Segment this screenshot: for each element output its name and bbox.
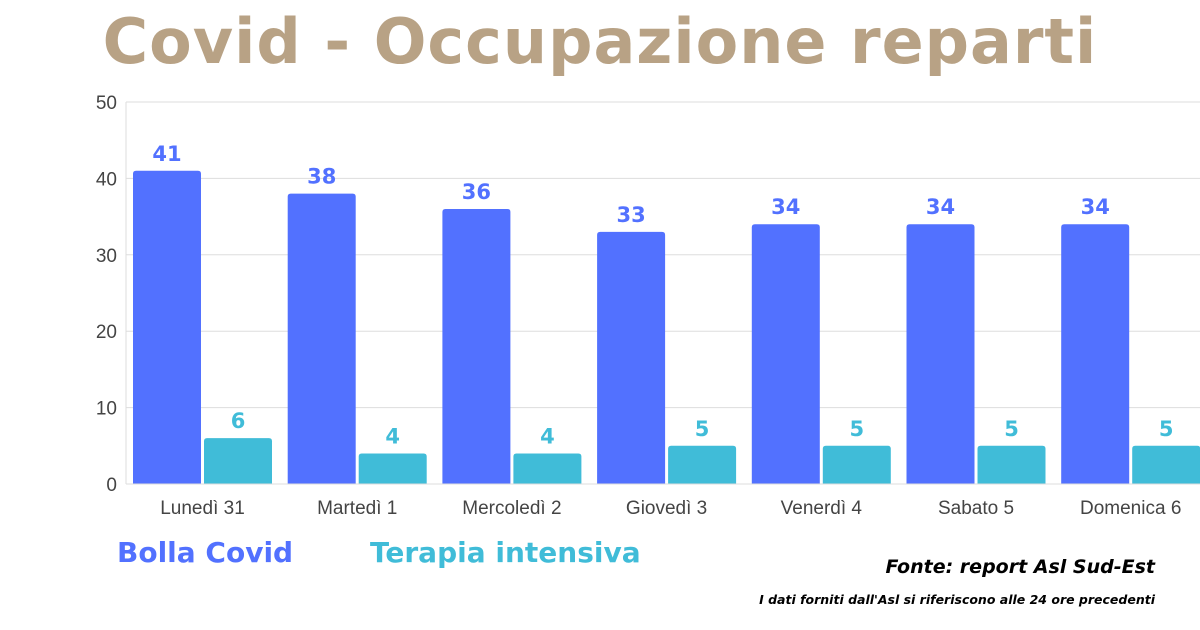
data-label: 34	[1081, 195, 1110, 219]
y-tick-label: 0	[106, 475, 117, 496]
x-tick-label: Venerdì 4	[781, 498, 863, 519]
data-label: 38	[307, 165, 336, 189]
chart-title: Covid - Occupazione reparti	[102, 5, 1098, 78]
y-tick-label: 50	[96, 93, 117, 114]
bar-bolla-covid	[442, 208, 511, 484]
bar-terapia-intensiva	[668, 445, 737, 484]
legend-terapia-intensiva: Terapia intensiva	[370, 536, 641, 569]
bar-bolla-covid	[1061, 224, 1130, 485]
legend-bolla-covid: Bolla Covid	[117, 536, 294, 569]
bar-terapia-intensiva	[204, 438, 272, 484]
data-label: 4	[540, 424, 555, 448]
bar-terapia-intensiva	[513, 453, 582, 484]
data-label: 6	[231, 409, 246, 433]
data-label: 36	[462, 180, 491, 204]
bar-terapia-intensiva	[1132, 445, 1200, 484]
bar-terapia-intensiva	[822, 445, 891, 484]
data-label: 33	[616, 203, 645, 227]
x-tick-label: Giovedì 3	[626, 498, 707, 519]
data-label: 4	[385, 424, 400, 448]
data-label: 5	[695, 417, 710, 441]
data-label: 34	[926, 195, 955, 219]
bar-terapia-intensiva	[977, 445, 1046, 484]
y-tick-label: 30	[96, 246, 117, 267]
data-label: 5	[849, 417, 864, 441]
x-tick-label: Domenica 6	[1080, 498, 1181, 519]
x-tick-label: Mercoledì 2	[462, 498, 561, 519]
y-tick-label: 40	[96, 169, 117, 190]
x-tick-label: Martedì 1	[317, 498, 397, 519]
footnote-text: I dati forniti dall'Asl si riferiscono a…	[759, 592, 1155, 607]
data-label: 5	[1004, 417, 1019, 441]
y-tick-label: 10	[96, 399, 117, 420]
bar-bolla-covid	[597, 231, 666, 484]
data-label: 5	[1159, 417, 1174, 441]
bar-bolla-covid	[906, 224, 975, 485]
x-tick-label: Lunedì 31	[160, 498, 245, 519]
y-tick-label: 20	[96, 322, 117, 343]
bar-bolla-covid	[751, 224, 820, 485]
bar-bolla-covid	[133, 170, 201, 484]
data-label: 34	[771, 195, 800, 219]
source-text: Fonte: report Asl Sud-Est	[885, 556, 1155, 578]
bar-terapia-intensiva	[358, 453, 427, 484]
bar-bolla-covid	[287, 193, 356, 484]
data-label: 41	[152, 142, 181, 166]
x-tick-label: Sabato 5	[938, 498, 1014, 519]
